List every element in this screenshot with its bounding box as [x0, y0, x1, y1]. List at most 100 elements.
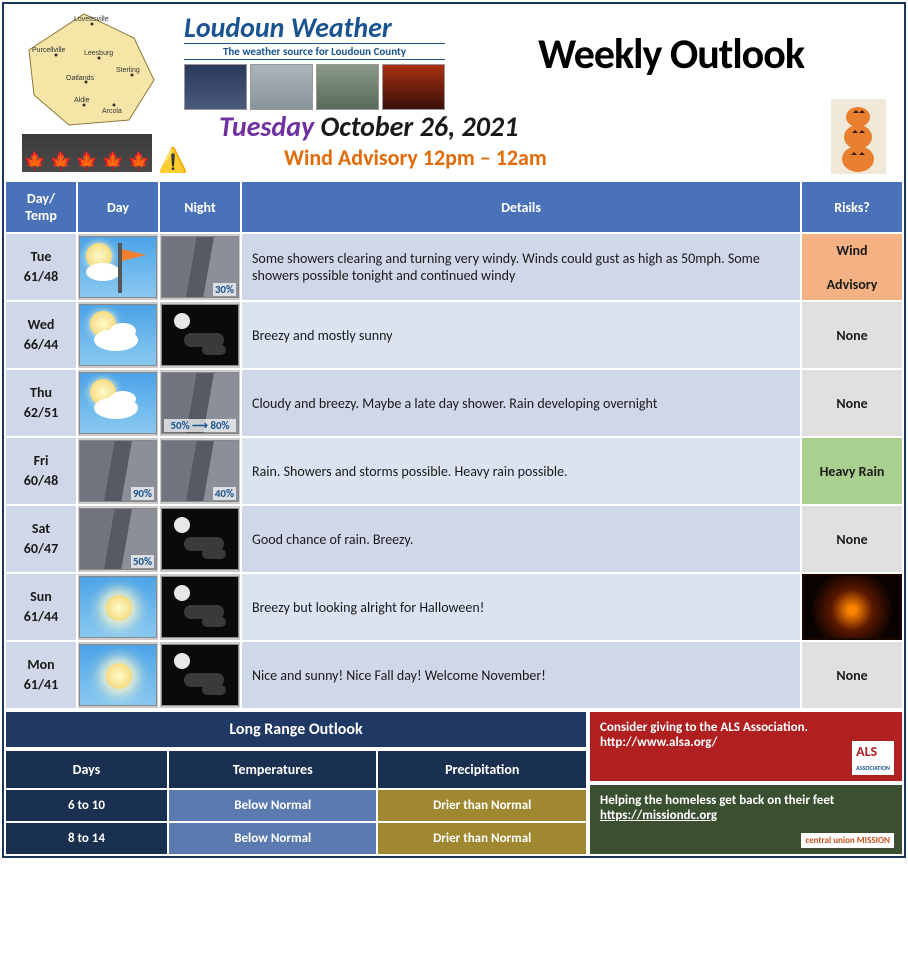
night-icon-cell: 30%	[159, 233, 241, 301]
details-cell: Breezy but looking alright for Halloween…	[241, 573, 801, 641]
page-frame: Lovettsville Purcellville Leesburg Oatla…	[2, 2, 906, 858]
warning-triangle-icon: ⚠️	[158, 146, 188, 175]
weather-night-icon	[161, 576, 239, 638]
date-rest: October 26, 2021	[314, 109, 518, 144]
weather-day-icon: 50%	[79, 508, 157, 570]
jackolantern-icon	[804, 576, 900, 638]
table-row: Tue61/48 30% Some showers clearing and tur…	[5, 233, 903, 301]
autumn-leaves-icon: 🍁🍁🍁🍁🍁	[22, 134, 152, 172]
day-temp-cell: Sun61/44	[5, 573, 77, 641]
lr-row: 8 to 14Below NormalDrier than Normal	[5, 822, 587, 855]
night-icon-cell: 50% ⟶ 80%	[159, 369, 241, 437]
lr-temp-cell: Below Normal	[168, 789, 378, 822]
svg-text:Sterling: Sterling	[116, 67, 140, 74]
table-row: Thu62/51 50% ⟶ 80%Cloudy and breezy. Mayb…	[5, 369, 903, 437]
table-row: Sat60/4750%Good chance of rain. Breezy.N…	[5, 505, 903, 573]
svg-text:Arcola: Arcola	[102, 108, 122, 115]
col-night: Night	[159, 181, 241, 233]
day-temp-cell: Wed66/44	[5, 301, 77, 369]
night-pct: 40%	[213, 487, 236, 500]
pumpkin-stack-icon	[831, 99, 886, 174]
svg-text:Aldie: Aldie	[74, 97, 90, 104]
night-icon-cell	[159, 301, 241, 369]
night-pct: 30%	[213, 283, 236, 296]
weather-night-icon: 40%	[161, 440, 239, 502]
mission-box: Helping the homeless get back on their f…	[588, 783, 904, 856]
lr-prec-cell: Drier than Normal	[377, 789, 587, 822]
col-daytemp: Day/Temp	[5, 181, 77, 233]
day-icon-cell	[77, 641, 159, 709]
risk-cell: None	[801, 301, 903, 369]
risk-cell: None	[801, 641, 903, 709]
night-icon-cell	[159, 505, 241, 573]
lr-days-cell: 6 to 10	[5, 789, 168, 822]
mission-link[interactable]: https://missiondc.org	[600, 808, 717, 823]
risk-cell: None	[801, 369, 903, 437]
weather-night-icon: 50% ⟶ 80%	[161, 372, 239, 434]
header: Lovettsville Purcellville Leesburg Oatla…	[4, 4, 904, 180]
svg-text:Oatlands: Oatlands	[66, 75, 95, 82]
day-icon-cell	[77, 369, 159, 437]
risk-cell: WindAdvisory	[801, 233, 903, 301]
weather-night-icon: 30%	[161, 236, 239, 298]
weather-day-icon	[79, 304, 157, 366]
brand-block: Loudoun Weather The weather source for L…	[184, 10, 445, 110]
lr-prec-cell: Drier than Normal	[377, 822, 587, 855]
lr-temp-cell: Below Normal	[168, 822, 378, 855]
table-row: Sun61/44 Breezy but looking alright for H…	[5, 573, 903, 641]
page-title: Weekly Outlook	[538, 29, 804, 80]
forecast-table: Day/Temp Day Night Details Risks? Tue61/…	[4, 180, 904, 710]
risk-cell: Heavy Rain	[801, 437, 903, 505]
thumb-lightning-icon	[184, 64, 247, 110]
mission-text: Helping the homeless get back on their f…	[600, 793, 892, 823]
details-cell: Rain. Showers and storms possible. Heavy…	[241, 437, 801, 505]
day-temp-cell: Fri60/48	[5, 437, 77, 505]
long-range-title: Long Range Outlook	[4, 710, 588, 749]
night-icon-cell: 40%	[159, 437, 241, 505]
weather-day-icon	[79, 372, 157, 434]
weather-night-icon	[161, 508, 239, 570]
risk-cell	[801, 573, 903, 641]
thumb-forest-icon	[316, 64, 379, 110]
day-temp-cell: Thu62/51	[5, 369, 77, 437]
thumbnail-row	[184, 64, 445, 110]
date-line: Tuesday October 26, 2021	[219, 109, 518, 144]
lr-col-prec: Precipitation	[377, 750, 587, 789]
details-cell: Good chance of rain. Breezy.	[241, 505, 801, 573]
day-pct: 50%	[131, 555, 154, 568]
brand-name: Loudoun Weather	[184, 10, 445, 45]
day-icon-cell	[77, 573, 159, 641]
details-cell: Cloudy and breezy. Maybe a late day show…	[241, 369, 801, 437]
details-cell: Some showers clearing and turning very w…	[241, 233, 801, 301]
day-icon-cell	[77, 233, 159, 301]
day-temp-cell: Tue61/48	[5, 233, 77, 301]
risk-cell: None	[801, 505, 903, 573]
night-icon-cell	[159, 641, 241, 709]
svg-text:Purcellville: Purcellville	[32, 47, 66, 54]
table-header-row: Day/Temp Day Night Details Risks?	[5, 181, 903, 233]
col-risks: Risks?	[801, 181, 903, 233]
day-icon-cell: 90%	[77, 437, 159, 505]
day-pct: 90%	[131, 487, 154, 500]
table-row: Wed66/44 Breezy and mostly sunnyNone	[5, 301, 903, 369]
long-range-block: Long Range Outlook Days Temperatures Pre…	[4, 710, 588, 856]
weather-night-icon	[161, 304, 239, 366]
day-icon-cell	[77, 301, 159, 369]
table-row: Fri60/48 90% 40% Rain. Showers and storms p…	[5, 437, 903, 505]
als-text: Consider giving to the ALS Association. …	[600, 720, 892, 750]
lr-days-cell: 8 to 14	[5, 822, 168, 855]
day-temp-cell: Mon61/41	[5, 641, 77, 709]
weather-day-icon: 90%	[79, 440, 157, 502]
weather-day-icon	[79, 576, 157, 638]
footer-section: Long Range Outlook Days Temperatures Pre…	[4, 710, 904, 856]
details-cell: Nice and sunny! Nice Fall day! Welcome N…	[241, 641, 801, 709]
weather-night-icon	[161, 644, 239, 706]
details-cell: Breezy and mostly sunny	[241, 301, 801, 369]
als-box: Consider giving to the ALS Association. …	[588, 710, 904, 783]
lr-col-temp: Temperatures	[168, 750, 378, 789]
night-icon-cell	[159, 573, 241, 641]
brand-tagline: The weather source for Loudoun County	[184, 43, 445, 60]
advisory-banner: Wind Advisory 12pm – 12am	[284, 144, 547, 171]
weather-day-icon	[79, 236, 157, 298]
col-day: Day	[77, 181, 159, 233]
